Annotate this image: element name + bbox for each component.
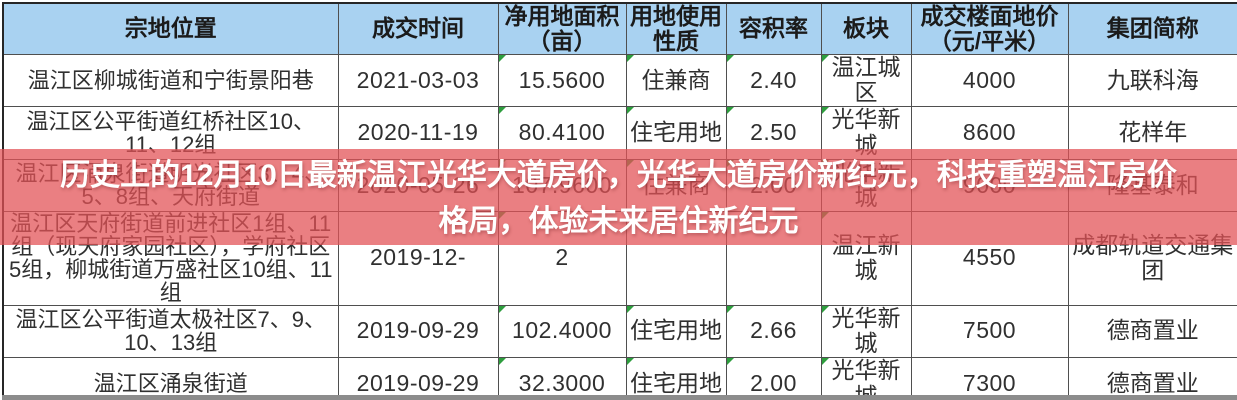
cell-location: 温江区公平街道太极社区7、9、10、13组 [2,304,339,359]
column-header-use_type: 用地使用 性质 [625,2,727,55]
headline-line2: 格局，体验未来居住新纪元 [438,204,799,238]
cell-text: 2019-12- [369,244,467,271]
cell-text: 2020-11-19 [357,119,479,146]
cell-sector: 温江城区 [820,53,912,108]
cell-area: 32.3000 [497,357,627,400]
table-row: 温江区涌泉街道 2019-09-29 32.3000 住宅用地 2.00 光华新城 7300… [2,357,1237,400]
excel-green-corner-marker [727,358,734,366]
cell-date: 2019-09-29 [337,304,499,359]
cell-text: 2.50 [750,119,797,146]
cell-text: 光华新城 [831,357,901,400]
excel-green-corner-marker [499,306,506,313]
cell-text: 温江城区 [831,54,901,106]
cell-use_type: 住兼商 [625,53,727,108]
excel-green-corner-marker [822,55,829,62]
table-row: 温江区公平街道太极社区7、9、10、13组 2019-09-29 102.4000 住… [2,304,1237,359]
column-header-price: 成交楼面地价 （元/平米） [910,2,1069,55]
excel-green-corner-marker [822,107,829,115]
cell-text: 4550 [962,244,1017,271]
cell-text: 2 [555,244,569,271]
cell-price: 7300 [910,357,1069,400]
excel-green-corner-marker [727,107,734,115]
cell-text: 2.66 [750,317,797,344]
table-header-row: 宗地位置 成交时间 净用地面积 （亩） 用地使用 性质 容积率 板块 成交楼面地价 （元/平… [2,2,1237,55]
cell-far: 2.40 [725,53,822,108]
cell-text: 温江区涌泉街道 [93,371,248,397]
cutoff-row-band [2,395,1237,400]
cell-text: 2019-09-29 [356,370,480,397]
cell-text: 住宅用地 [630,317,722,344]
cell-text: 花样年 [1118,119,1188,146]
cell-text: 住兼商 [641,66,711,93]
cell-text: 15.5600 [518,66,606,93]
excel-green-corner-marker [499,55,506,62]
headline-line1: 历史上的12月10日最新温江光华大道房价，光华大道房价新纪元，科技重塑温江房价 [60,158,1177,192]
cell-group: 德商置业 [1067,357,1237,400]
cell-location: 温江区柳城街道和宁街景阳巷 [2,53,339,108]
cell-text: 80.4100 [518,119,606,146]
cell-date: 2021-03-03 [337,53,499,108]
column-header-area: 净用地面积 （亩） [497,2,627,55]
cell-text: 住宅用地 [630,370,722,397]
cell-text: 德商置业 [1106,370,1199,397]
cell-date: 2019-09-29 [337,357,499,400]
cell-text: 2021-03-03 [356,66,480,93]
cell-far: 2.66 [725,304,822,359]
column-header-group: 集团简称 [1067,2,1237,55]
excel-green-corner-marker [499,358,506,366]
cell-use_type: 住宅用地 [625,304,727,359]
cell-text: 102.4000 [512,317,612,344]
column-header-sector: 板块 [820,2,912,55]
cell-group: 九联科海 [1067,53,1237,108]
cell-text: 九联科海 [1106,66,1199,93]
excel-green-corner-marker [822,306,829,313]
column-header-far: 容积率 [725,2,822,55]
cell-text: 温江区公平街道太极社区7、9、10、13组 [15,307,326,356]
cell-text: 2.40 [750,66,797,93]
column-header-location: 宗地位置 [2,2,339,55]
cell-location: 温江区涌泉街道 [2,357,339,400]
cell-area: 15.5600 [497,53,627,108]
cell-text: 住宅用地 [630,119,722,146]
cell-price: 7500 [910,304,1069,359]
excel-green-corner-marker [627,306,634,313]
cell-text: 温江区柳城街道和宁街景阳巷 [27,67,314,93]
table-row: 温江区柳城街道和宁街景阳巷 2021-03-03 15.5600 住兼商 2.40 温江城… [2,53,1237,108]
cell-price: 4000 [910,53,1069,108]
cell-text: 8600 [962,119,1017,146]
cell-text: 德商置业 [1106,317,1199,344]
cell-sector: 光华新城 [820,357,912,400]
excel-green-corner-marker [727,306,734,313]
cell-text: 32.3000 [518,370,606,397]
excel-green-corner-marker [627,107,634,115]
excel-green-corner-marker [627,358,634,366]
cell-text: 2.00 [750,370,797,397]
cell-text: 7500 [962,317,1017,344]
headline-overlay: 历史上的12月10日最新温江光华大道房价，光华大道房价新纪元，科技重塑温江房价 … [0,149,1237,245]
cell-use_type: 住宅用地 [625,357,727,400]
excel-green-corner-marker [822,358,829,366]
excel-green-corner-marker [727,55,734,62]
cell-text: 7300 [962,370,1017,397]
cell-sector: 光华新城 [820,304,912,359]
excel-green-corner-marker [627,55,634,62]
cell-group: 德商置业 [1067,304,1237,359]
cell-area: 102.4000 [497,304,627,359]
cell-far: 2.00 [725,357,822,400]
cell-text: 2019-09-29 [356,317,480,344]
excel-green-corner-marker [499,107,506,115]
cell-text: 光华新城 [831,305,901,357]
column-header-date: 成交时间 [337,2,499,55]
cell-text: 4000 [962,66,1017,93]
